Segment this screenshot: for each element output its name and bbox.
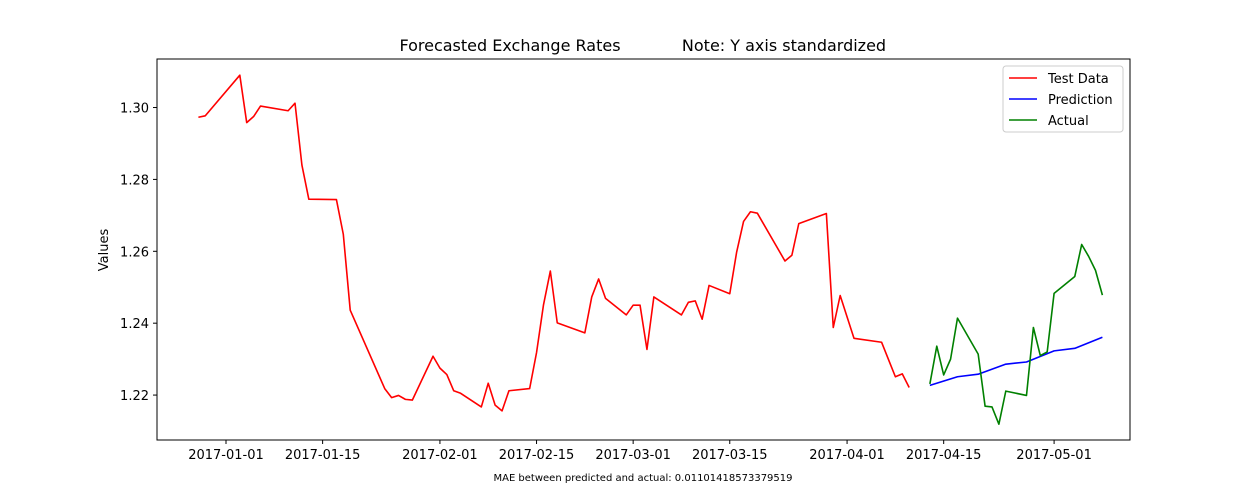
chart-title: Forecasted Exchange Rates <box>399 36 620 55</box>
legend-label-test-data: Test Data <box>1047 72 1109 87</box>
y-axis: 1.22 1.24 1.26 1.28 1.30 <box>120 102 157 404</box>
y-tick-label: 1.26 <box>120 245 149 260</box>
legend: Test Data Prediction Actual <box>1002 65 1124 133</box>
chart-note: Note: Y axis standardized <box>682 36 886 55</box>
legend-label-actual: Actual <box>1048 114 1089 129</box>
x-tick-label: 2017-01-01 <box>188 448 264 463</box>
x-tick-label: 2017-02-15 <box>499 448 575 463</box>
plot-frame <box>156 58 1131 441</box>
legend-label-prediction: Prediction <box>1048 93 1113 108</box>
legend-box <box>1002 65 1124 133</box>
y-tick-label: 1.28 <box>120 173 149 188</box>
x-tick-label: 2017-05-01 <box>1016 448 1092 463</box>
x-tick-label: 2017-04-15 <box>906 448 982 463</box>
mae-caption: MAE between predicted and actual: 0.0110… <box>493 473 792 484</box>
plot-lines <box>198 74 1104 425</box>
y-tick-label: 1.30 <box>120 102 149 117</box>
x-tick-label: 2017-02-01 <box>402 448 478 463</box>
x-tick-label: 2017-01-15 <box>285 448 361 463</box>
y-tick-label: 1.24 <box>120 317 149 332</box>
x-axis: 2017-01-01 2017-01-15 2017-02-01 2017-02-15… <box>188 440 1092 463</box>
series-line-prediction <box>929 336 1103 387</box>
x-tick-label: 2017-03-15 <box>692 448 768 463</box>
x-tick-label: 2017-04-01 <box>809 448 885 463</box>
y-tick-label: 1.22 <box>120 389 149 404</box>
series-line-actual <box>929 243 1104 425</box>
x-tick-label: 2017-03-01 <box>595 448 671 463</box>
y-axis-label: Values <box>97 229 112 272</box>
series-line-test-data <box>198 74 910 412</box>
